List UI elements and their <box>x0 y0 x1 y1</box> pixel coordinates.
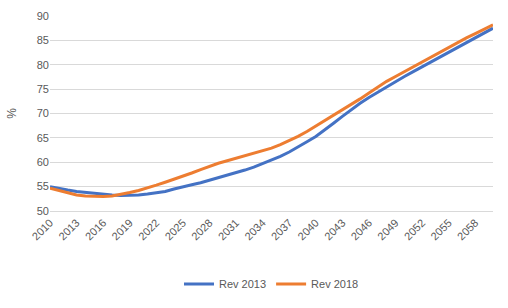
svg-text:Rev 2013: Rev 2013 <box>219 278 266 290</box>
svg-text:55: 55 <box>37 180 49 192</box>
svg-text:2058: 2058 <box>455 217 481 243</box>
svg-text:2013: 2013 <box>56 217 82 243</box>
svg-text:2010: 2010 <box>30 217 56 243</box>
svg-text:2052: 2052 <box>402 217 428 243</box>
svg-text:2055: 2055 <box>428 217 454 243</box>
svg-text:2028: 2028 <box>189 217 215 243</box>
svg-text:85: 85 <box>37 34 49 46</box>
svg-text:2037: 2037 <box>269 217 295 243</box>
svg-text:70: 70 <box>37 107 49 119</box>
svg-text:2019: 2019 <box>109 217 135 243</box>
svg-text:2016: 2016 <box>83 217 109 243</box>
svg-text:2043: 2043 <box>322 217 348 243</box>
svg-text:75: 75 <box>37 83 49 95</box>
svg-text:2040: 2040 <box>295 217 321 243</box>
svg-text:60: 60 <box>37 156 49 168</box>
svg-text:%: % <box>5 108 19 119</box>
svg-text:2022: 2022 <box>136 217 162 243</box>
svg-text:2031: 2031 <box>216 217 242 243</box>
svg-text:50: 50 <box>37 205 49 217</box>
svg-text:65: 65 <box>37 132 49 144</box>
svg-text:2025: 2025 <box>162 217 188 243</box>
svg-text:Rev 2018: Rev 2018 <box>311 278 358 290</box>
svg-text:2034: 2034 <box>242 217 268 243</box>
svg-text:80: 80 <box>37 59 49 71</box>
svg-text:90: 90 <box>37 10 49 22</box>
svg-text:2049: 2049 <box>375 217 401 243</box>
svg-text:2046: 2046 <box>348 217 374 243</box>
